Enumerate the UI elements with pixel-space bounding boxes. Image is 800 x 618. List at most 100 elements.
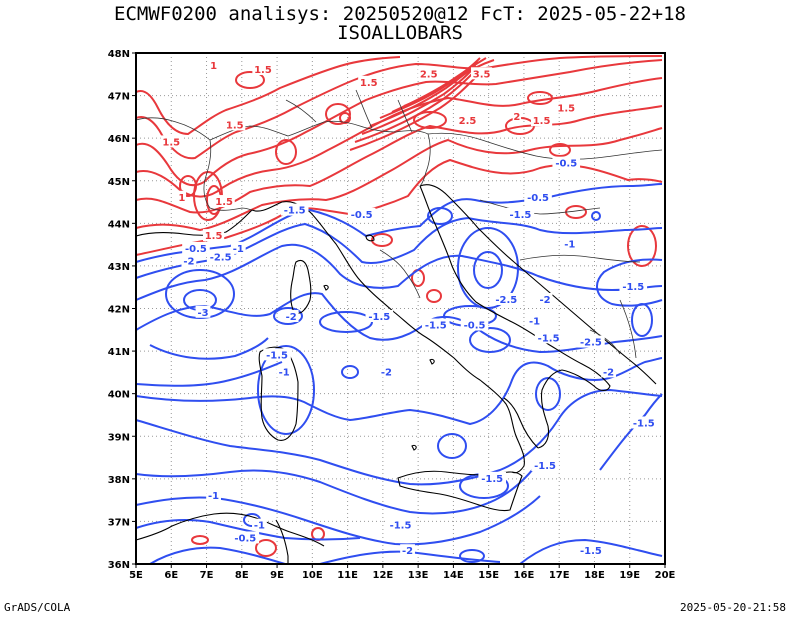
negative-contour-label: -1.5 — [633, 418, 655, 429]
negative-contour-label-bg — [619, 280, 648, 293]
negative-contour-label-bg — [231, 531, 260, 544]
negative-contour-label: -2 — [402, 546, 413, 557]
lon-tick-label: 20E — [655, 570, 676, 581]
positive-contour-label-bg — [177, 190, 187, 203]
negative-contour-label: -1 — [564, 240, 575, 251]
lon-tick-label: 15E — [478, 570, 499, 581]
negative-contour-label-bg — [577, 335, 605, 348]
negative-contour-label-bg — [506, 207, 535, 220]
negative-contour-label: -1.5 — [622, 282, 644, 293]
negative-contour-label: -1.5 — [509, 210, 531, 221]
positive-contour-label: 1.5 — [162, 137, 180, 148]
negative-contour-label: -1.5 — [580, 546, 602, 557]
negative-contour-label: -1 — [208, 491, 219, 502]
lon-tick-label: 14E — [443, 570, 464, 581]
negative-contour-label: -0.5 — [555, 159, 577, 170]
negative-contour-label-bg — [537, 292, 553, 305]
positive-isallobars — [135, 55, 663, 557]
lat-tick-label: 45N — [108, 177, 130, 188]
lat-tick-label: 43N — [108, 262, 130, 273]
lon-tick-label: 6E — [164, 570, 178, 581]
lon-tick-label: 12E — [372, 570, 393, 581]
positive-contour-label: 1.5 — [557, 103, 575, 114]
contour-labels: 1 1.5 2.5 3.5 1.5 1.5 1.5 2.5 2 1.5 1.5 1 1.5 1.5 -0.5… — [160, 58, 658, 557]
lon-tick-label: 11E — [337, 570, 358, 581]
lat-tick-label: 37N — [108, 517, 130, 528]
negative-contour-label-bg — [386, 518, 415, 531]
negative-contour-label: -1 — [529, 316, 540, 327]
lat-tick-label: 46N — [108, 134, 130, 145]
negative-contour-label: -1.5 — [425, 321, 447, 332]
negative-contour-label-bg — [263, 348, 291, 361]
negative-contour-label-bg — [527, 314, 542, 327]
axis-ticks: 5E 6E 7E 8E 9E 10E 11E 12E 13E 14E 15E 16E 17E 18E 19E… — [108, 49, 676, 581]
positive-contour-label-bg — [209, 58, 218, 71]
map-title: ECMWF0200 analisys: 20250520@12 FcT: 202… — [114, 3, 686, 25]
negative-contour-label-bg — [230, 241, 246, 254]
positive-contour-label: 1.5 — [254, 65, 272, 76]
negative-contour-label: -2 — [540, 295, 551, 306]
negative-contour-label: -2.5 — [580, 338, 602, 349]
negative-contour-label: -1.5 — [538, 333, 560, 344]
lat-tick-label: 41N — [108, 347, 130, 358]
negative-contour-label-bg — [252, 518, 267, 531]
negative-isallobars — [135, 183, 663, 565]
positive-contour-label: 1.5 — [360, 78, 378, 89]
negative-contour-label-bg — [534, 331, 563, 344]
negative-contour-label-bg — [347, 207, 376, 220]
negative-contour-label-bg — [206, 488, 221, 501]
positive-contour-label: 2.5 — [459, 116, 477, 127]
positive-contour-label: 1 — [178, 193, 185, 204]
lat-tick-label: 39N — [108, 432, 130, 443]
map-subtitle: ISOALLOBARS — [337, 22, 463, 44]
negative-contour-label: -2 — [183, 257, 194, 268]
lon-tick-label: 19E — [619, 570, 640, 581]
negative-contour-label-bg — [524, 190, 552, 203]
positive-contour-label-bg — [252, 63, 274, 76]
negative-contour-label-bg — [365, 310, 394, 323]
positive-contour-label-bg — [512, 109, 522, 122]
country-borders — [135, 89, 663, 359]
negative-contour-label: -2 — [603, 367, 614, 378]
negative-contour-label: -1 — [279, 367, 290, 378]
negative-contour-label: -2 — [286, 312, 297, 323]
negative-contour-label: -1.5 — [390, 521, 412, 532]
negative-contour-label-bg — [195, 305, 211, 318]
positive-contour-label-bg — [530, 114, 553, 127]
positive-contour-label: 1 — [210, 61, 217, 72]
lat-tick-label: 38N — [108, 475, 130, 486]
lat-tick-label: 47N — [108, 92, 130, 103]
negative-contour-label-bg — [630, 416, 658, 429]
negative-contour-label-bg — [601, 365, 616, 378]
negative-contour-label-bg — [400, 544, 415, 557]
lon-tick-label: 9E — [270, 570, 284, 581]
negative-contour-label: -3 — [197, 308, 208, 319]
lon-tick-label: 18E — [584, 570, 605, 581]
negative-contour-label: -1.5 — [368, 312, 390, 323]
negative-contour-label: -2.5 — [210, 252, 232, 263]
negative-contour-label-bg — [206, 250, 235, 263]
positive-contour-label: 1.5 — [215, 197, 233, 208]
lat-tick-label: 42N — [108, 305, 130, 316]
positive-contour-label: 2.5 — [420, 69, 438, 80]
negative-contour-label-bg — [181, 254, 197, 267]
negative-contour-label: -1 — [254, 521, 265, 532]
lon-tick-label: 5E — [129, 570, 143, 581]
positive-contour-label: 2 — [513, 112, 520, 123]
positive-contour-label-bg — [471, 67, 493, 80]
positive-contour-label-bg — [160, 135, 182, 148]
positive-contour-label-bg — [202, 229, 225, 242]
negative-contour-label-bg — [280, 203, 309, 216]
negative-contour-label: -1.5 — [481, 474, 503, 485]
lon-tick-label: 13E — [408, 570, 429, 581]
negative-contour-label-bg — [531, 459, 559, 472]
negative-contour-label-bg — [421, 318, 450, 331]
render-timestamp: 2025-05-20-21:58 — [680, 601, 786, 614]
negative-contour-label: -2.5 — [495, 295, 517, 306]
negative-contour-label: -1.5 — [534, 461, 556, 472]
negative-contour-label-bg — [562, 237, 578, 250]
positive-contour-label-bg — [213, 195, 235, 208]
negative-contour-label-bg — [552, 156, 581, 169]
positive-contour-label: 1.5 — [533, 116, 551, 127]
